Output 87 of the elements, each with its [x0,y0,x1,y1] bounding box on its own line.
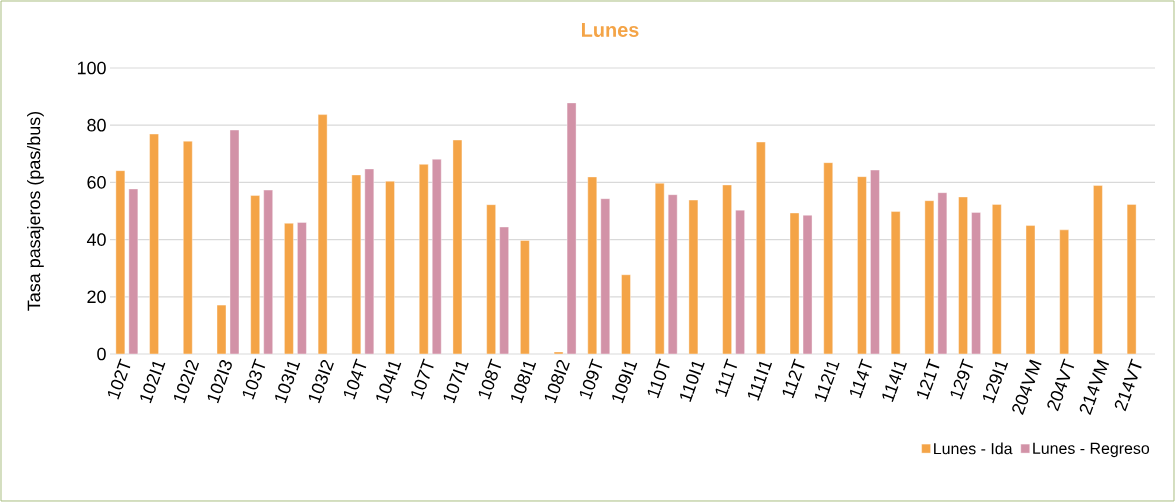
bar [297,222,307,354]
bar [115,170,126,354]
x-tick-label: 112I1 [814,361,840,403]
bar [1025,225,1036,354]
x-tick-label: 214VM [1079,359,1110,415]
x-tick-label: 108I2 [544,360,570,404]
bar [621,274,631,354]
bar [128,188,139,354]
bar [452,139,463,354]
legend-label: Lunes - Ida [934,442,1013,455]
x-tick-label: 214VT [1114,358,1142,412]
x-tick-label: 103T [242,358,266,400]
bar [870,169,880,354]
y-tick-label: 80 [87,118,106,132]
bar [250,195,260,354]
bar [735,209,745,354]
legend-label: Lunes - Regreso [1033,442,1150,458]
y-tick-label: 100 [77,61,106,75]
x-tick-label: 111T [715,358,738,398]
x-tick-label: 107I1 [443,361,469,404]
bar [284,223,294,354]
x-tick-label: 129I1 [982,361,1009,404]
x-tick-label: 104I1 [376,361,402,404]
x-tick-label: 107T [411,358,434,400]
x-tick-label: 102I1 [140,361,166,404]
bar [756,141,766,354]
bar [183,141,193,354]
bar [1126,204,1137,354]
bar [857,176,867,354]
x-tick-label: 103I1 [275,361,301,404]
x-tick-label: 129T [950,358,974,400]
bar [958,196,968,354]
bar [600,198,610,354]
bar [385,181,395,354]
bar [486,204,496,354]
y-tick-label: 40 [86,233,106,246]
x-tick-label: 111I1 [747,361,773,401]
x-tick-label: 104T [343,358,367,400]
bar [1093,185,1103,354]
bar [520,240,530,354]
x-tick-label: 121T [917,358,940,400]
bar [351,174,362,354]
bar [229,129,240,354]
bar [364,168,375,354]
chart-title: Lunes [582,23,639,37]
bar [216,304,227,354]
bar [1059,229,1069,354]
x-tick-label: 109I1 [612,361,638,404]
x-tick-label: 103I2 [308,360,334,404]
bar [924,200,935,354]
bar [655,183,665,354]
bar [419,164,429,354]
y-axis-title: Tasa pasajeros (pas/bus) [27,111,44,311]
bar [263,189,273,354]
bar [553,351,564,354]
x-tick-label: 102I2 [173,360,200,404]
x-tick-label: 110I1 [680,361,705,403]
bar [722,184,732,354]
bar [688,199,699,354]
bar [432,159,442,354]
x-tick-label: 102I3 [207,360,232,404]
x-tick-label: 204VT [1047,358,1075,412]
bar [992,204,1002,354]
bar [823,162,833,354]
bar [566,102,577,354]
x-tick-label: 108I1 [511,361,537,404]
x-tick-label: 108T [478,358,502,400]
x-tick-label: 112T [782,358,805,399]
y-tick-label: 0 [97,347,106,361]
x-tick-label: 114T [849,358,872,399]
bar [149,133,159,354]
x-tick-label: 114I1 [882,361,907,403]
bar [890,211,901,354]
bar [499,226,509,354]
x-tick-label: 109T [579,358,603,400]
bar [317,114,328,354]
bar [802,215,813,354]
x-tick-label: 102T [107,358,131,400]
y-tick-label: 20 [87,290,106,304]
bar [789,212,800,354]
x-tick-label: 204VM [1012,359,1042,415]
bar [587,176,597,354]
bar [668,194,678,354]
bar [937,192,948,354]
bar [971,212,981,354]
y-tick-label: 60 [87,176,106,189]
x-tick-label: 110T [647,358,670,399]
